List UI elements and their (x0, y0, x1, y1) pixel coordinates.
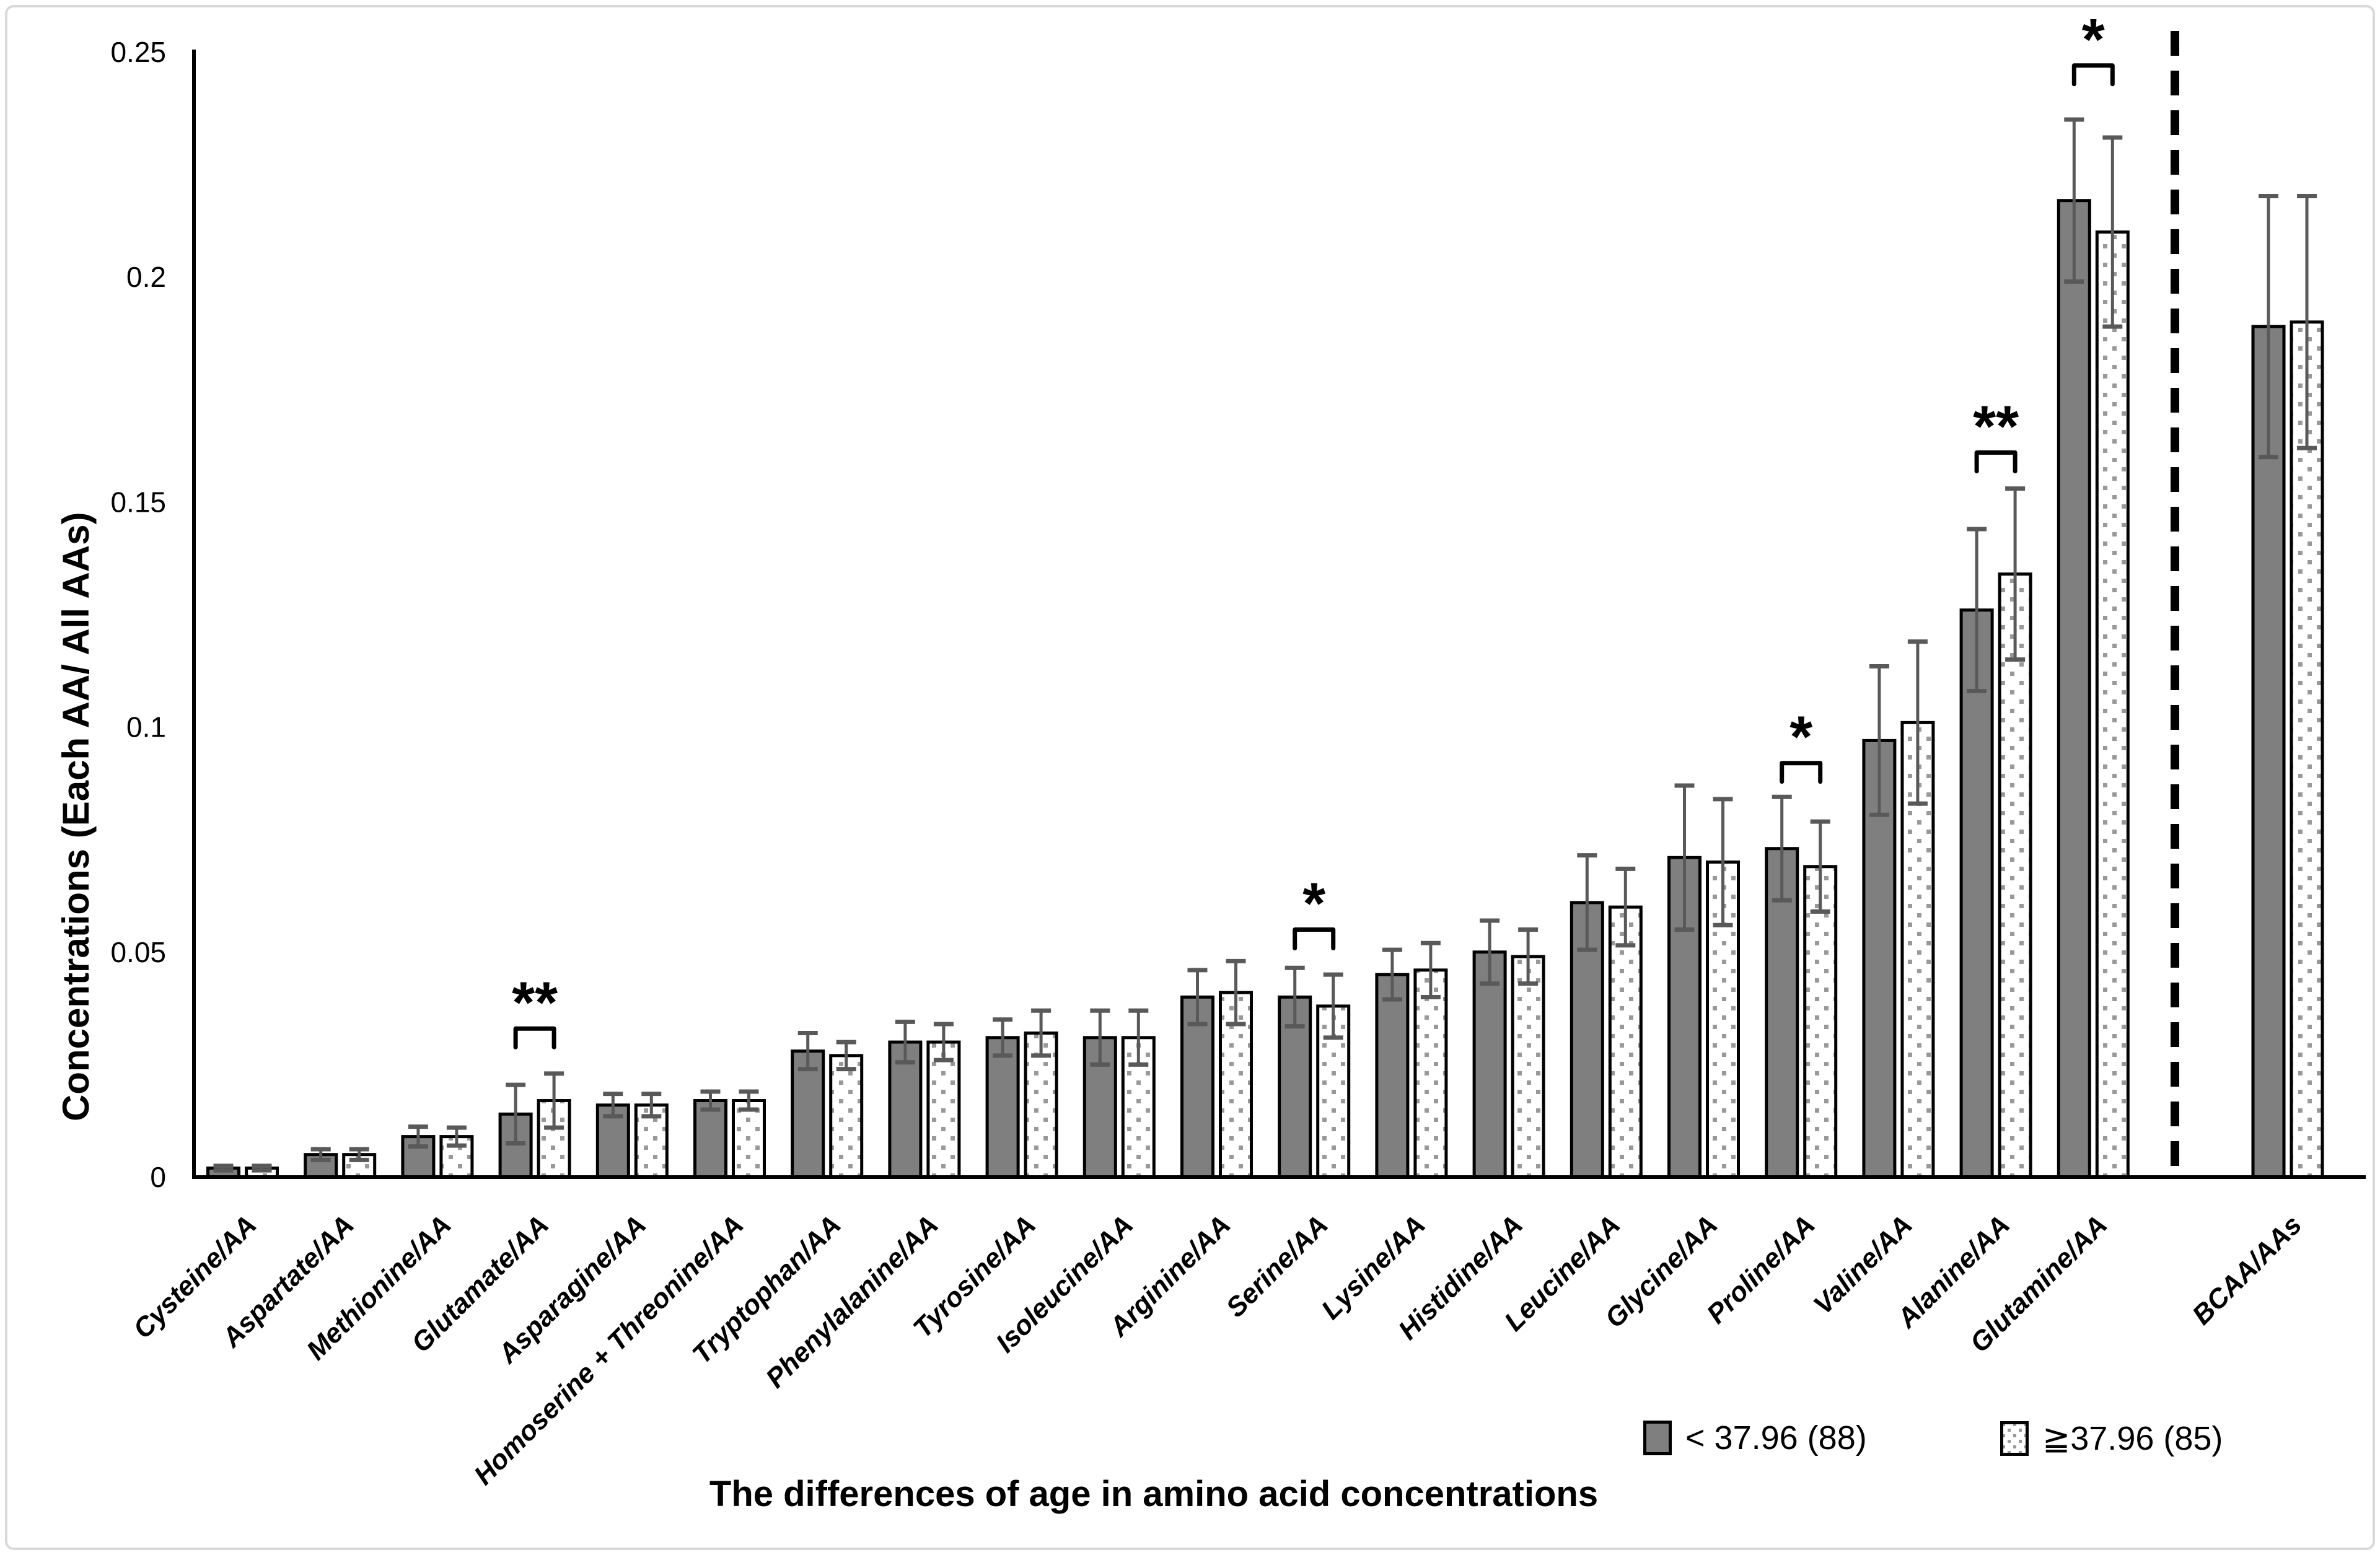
bar (888, 1040, 923, 1179)
legend-label: < 37.96 (88) (1685, 1419, 1867, 1456)
category-label: Phenylalanine/AA (760, 1209, 944, 1393)
bar (985, 1036, 1020, 1179)
bar (1375, 973, 1410, 1179)
y-tick-label: 0.25 (110, 36, 166, 68)
bar (2095, 230, 2130, 1179)
bar (1998, 572, 2032, 1179)
y-tick-label: 0.1 (126, 711, 166, 743)
y-tick-label: 0.05 (110, 936, 166, 968)
x-axis-title: The differences of age in amino acid con… (709, 1474, 1599, 1514)
bar (1413, 968, 1448, 1179)
legend-item-under-37: < 37.96 (88) (1643, 1419, 1867, 1457)
bar (693, 1099, 727, 1179)
bar (732, 1099, 766, 1179)
legend-swatch-dotted-icon (2000, 1421, 2029, 1456)
significance-bracket (2071, 63, 2115, 87)
legend-label: ≧37.96 (85) (2042, 1420, 2223, 1457)
bar (1608, 905, 1643, 1179)
bar (2290, 320, 2324, 1179)
significance-asterisk: * (1302, 870, 1325, 936)
y-tick-label: 0 (150, 1161, 166, 1193)
bar (1511, 955, 1545, 1179)
bar (1959, 608, 1994, 1179)
legend-item-over-37: ≧37.96 (85) (2000, 1419, 2223, 1458)
significance-bracket (513, 1026, 556, 1049)
significance-bracket (1293, 927, 1336, 950)
significance-asterisk: * (2082, 7, 2105, 72)
bar (1472, 950, 1507, 1179)
significance-asterisk: ** (512, 970, 558, 1035)
category-label: Serine/AA (1220, 1209, 1333, 1323)
y-tick-label: 0.2 (126, 261, 166, 293)
bar (2057, 199, 2091, 1179)
category-label: BCAA/AAs (2187, 1209, 2308, 1330)
significance-bracket (1974, 450, 2018, 473)
bar (829, 1054, 864, 1179)
significance-bracket (1780, 761, 1823, 784)
y-tick-label: 0.15 (110, 486, 166, 518)
significance-asterisk: * (1789, 704, 1812, 770)
y-axis-label: Concentrations (Each AA/ All AAs) (55, 512, 97, 1121)
significance-asterisk: ** (1973, 393, 2019, 459)
legend-swatch-solid-icon (1643, 1421, 1672, 1455)
bar (926, 1040, 961, 1179)
